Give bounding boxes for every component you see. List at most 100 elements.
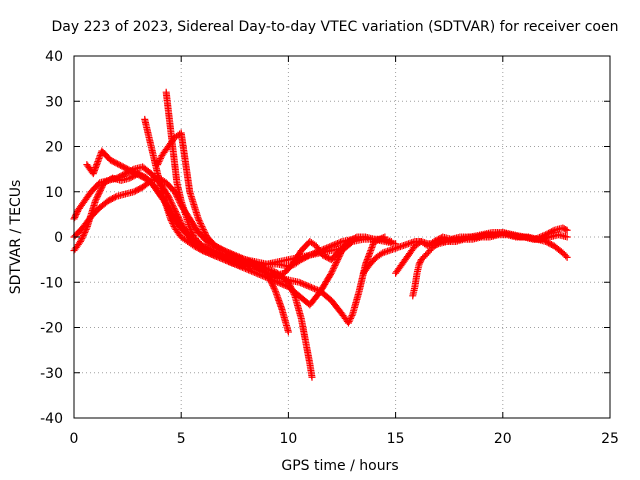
data-point [262,268,270,276]
data-point [335,239,343,247]
data-point [284,328,292,336]
data-point [111,193,119,201]
data-point [187,227,195,235]
data-point [170,204,178,212]
data-point [211,247,219,255]
data-point [352,234,360,242]
data-point [226,258,234,266]
data-point [344,319,352,327]
data-point [387,238,395,246]
data-point [307,283,315,291]
data-point [310,285,318,293]
data-point [80,230,88,238]
data-point [167,198,175,206]
data-point [165,194,173,202]
data-point [269,276,277,284]
data-point [248,267,256,275]
data-point [197,221,205,229]
data-point [331,262,339,270]
data-point [415,260,423,268]
data-point [79,233,87,241]
data-point [205,245,213,253]
data-point [196,219,204,227]
data-point [334,256,342,264]
data-point [245,266,253,274]
data-point [155,158,163,166]
data-point [329,265,337,273]
data-point [76,238,84,246]
data-point [199,224,207,232]
data-point [156,155,164,163]
data-point [330,263,338,271]
data-point [563,233,571,241]
data-point [171,188,179,196]
data-point [275,279,283,287]
series-track-7 [154,129,395,279]
data-point [154,161,162,169]
data-point [94,191,102,199]
data-point [274,278,282,286]
data-point [194,215,202,223]
data-point [200,227,208,235]
grid [74,56,610,418]
data-point [345,317,353,325]
data-point [251,269,259,277]
data-point [416,259,424,267]
data-point [252,269,260,277]
data-point [271,286,279,294]
data-point [303,281,311,289]
data-point [198,222,206,230]
data-point [277,280,285,288]
data-point [327,269,335,277]
data-point [95,189,103,197]
data-point [271,277,279,285]
data-point [229,260,237,268]
data-point [281,281,289,289]
x-tick-label: 15 [387,431,405,447]
chart-title: Day 223 of 2023, Sidereal Day-to-day VTE… [52,19,619,35]
data-points [70,88,571,381]
data-point [173,210,181,218]
data-point [238,263,246,271]
data-point [295,278,303,286]
data-point [174,212,182,220]
data-point [280,281,288,289]
data-point [169,203,177,211]
data-point [249,268,257,276]
data-point [231,260,239,268]
x-tick-label: 5 [177,431,186,447]
data-point [270,284,278,292]
data-point [300,280,308,288]
data-point [195,216,203,224]
data-point [346,316,354,324]
x-axis-label: GPS time / hours [281,458,398,474]
data-point [167,216,175,224]
data-point [306,283,314,291]
data-point [243,265,251,273]
data-point [562,225,570,233]
data-point [254,270,262,278]
data-point [73,209,81,217]
data-point [333,257,341,265]
y-tick-label: 0 [54,230,63,246]
data-point [240,264,248,272]
data-point [208,246,216,254]
data-point [199,225,207,233]
data-point [169,219,177,227]
data-point [196,218,204,226]
series-track-10 [409,231,571,300]
data-point [332,259,340,267]
y-tick-label: -20 [40,321,63,337]
data-point [347,313,355,321]
data-point [186,224,194,232]
x-tick-label: 10 [279,431,297,447]
data-point [377,250,385,258]
data-point [166,215,174,223]
data-point [78,235,86,243]
data-point [308,373,316,381]
series-track-5 [141,115,400,309]
data-point [71,213,79,221]
data-point [332,260,340,268]
data-point [171,207,179,215]
